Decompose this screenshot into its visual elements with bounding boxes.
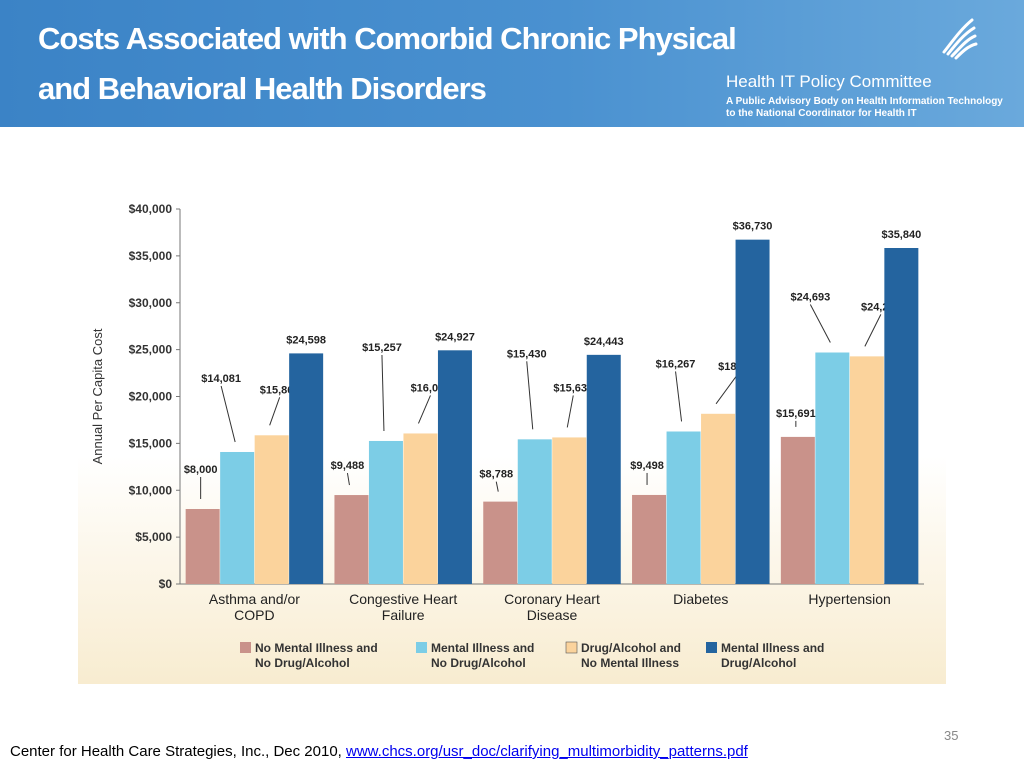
bar	[701, 413, 736, 584]
legend-label: No Mental Illness and	[255, 641, 378, 655]
x-tick-label: Disease	[527, 607, 578, 623]
legend-label: Drug/Alcohol	[721, 656, 796, 670]
data-label: $24,693	[790, 292, 830, 304]
bar	[437, 350, 472, 584]
bar	[334, 495, 369, 584]
bar	[368, 440, 403, 584]
org-name: Health IT Policy Committee	[726, 72, 932, 91]
legend-label: Mental Illness and	[721, 641, 824, 655]
legend-swatch	[565, 641, 578, 654]
data-label-leader	[566, 395, 574, 428]
data-label: $16,267	[656, 358, 696, 370]
data-label: $36,730	[733, 221, 773, 233]
x-tick-label: Congestive Heart	[349, 591, 457, 607]
org-tagline-1: A Public Advisory Body on Health Informa…	[726, 96, 1003, 107]
data-label-leader	[417, 395, 431, 424]
data-label: $15,257	[362, 342, 402, 354]
y-tick-label: $25,000	[129, 343, 173, 357]
bar	[483, 501, 518, 584]
slide-title: Costs Associated with Comorbid Chronic P…	[38, 21, 737, 106]
y-tick-label: $20,000	[129, 390, 173, 404]
data-label: $14,081	[201, 373, 241, 385]
bar	[517, 439, 552, 584]
legend-swatch	[706, 642, 717, 653]
data-label-leader	[346, 472, 350, 486]
x-tick-label: COPD	[234, 607, 274, 623]
data-label-leader	[269, 397, 281, 426]
chart-panel: $0 $5,000 $10,000 $15,000 $20,000 $25,000 $30,…	[78, 178, 946, 684]
citation-link[interactable]: www.chcs.org/usr_doc/clarifying_multimor…	[346, 743, 748, 760]
bar	[666, 431, 701, 584]
data-label-leader	[715, 373, 739, 405]
data-label: $15,430	[507, 348, 547, 360]
bar	[780, 436, 815, 584]
data-label: $9,488	[331, 460, 365, 472]
legend-label: Drug/Alcohol and	[581, 641, 681, 655]
data-label: $8,788	[479, 469, 513, 481]
org-tagline-2: to the National Coordinator for Health I…	[726, 108, 917, 119]
legend-label: No Mental Illness	[581, 656, 679, 670]
data-label: $15,634	[553, 382, 594, 394]
bar	[185, 509, 220, 584]
legend-swatch	[416, 642, 427, 653]
y-tick-label: $30,000	[129, 296, 173, 310]
data-label-leader	[864, 314, 882, 347]
bar	[884, 248, 919, 584]
data-label-leader	[809, 304, 831, 343]
data-label: $24,598	[286, 334, 326, 346]
x-tick-label: Coronary Heart	[504, 591, 600, 607]
data-label-leader	[220, 385, 236, 443]
bar	[552, 437, 587, 584]
y-tick-label: $35,000	[129, 249, 173, 263]
y-tick-label: $15,000	[129, 436, 173, 450]
data-label-leader	[381, 354, 385, 431]
bar	[735, 239, 770, 584]
bar	[849, 356, 884, 584]
bar	[220, 451, 255, 584]
legend-label: Mental Illness and	[431, 641, 534, 655]
legend-label: No Drug/Alcohol	[255, 656, 350, 670]
x-tick-label: Diabetes	[673, 591, 728, 607]
data-label: $24,443	[584, 336, 624, 348]
x-tick-label: Failure	[382, 607, 425, 623]
x-tick-label: Asthma and/or	[209, 591, 300, 607]
citation-text: Center for Health Care Strategies, Inc.,…	[10, 743, 346, 760]
bar	[254, 435, 289, 584]
bar	[815, 352, 850, 584]
y-tick-label: $5,000	[135, 530, 172, 544]
data-label-leader	[495, 481, 499, 492]
data-label: $9,498	[630, 460, 664, 472]
bar	[403, 433, 438, 584]
y-tick-label: $40,000	[129, 202, 173, 216]
page-number: 35	[944, 728, 959, 743]
slide-header: Costs Associated with Comorbid Chronic P…	[0, 0, 1024, 127]
data-label: $24,927	[435, 331, 475, 343]
bar	[289, 353, 324, 584]
y-axis-label: Annual Per Capita Cost	[90, 328, 105, 464]
data-label: $8,000	[184, 464, 218, 476]
data-label: $15,691	[776, 408, 816, 420]
legend-label: No Drug/Alcohol	[431, 656, 526, 670]
citation: Center for Health Care Strategies, Inc.,…	[10, 743, 748, 760]
data-label-leader	[526, 361, 534, 430]
y-tick-label: $10,000	[129, 483, 173, 497]
bar-chart: $0 $5,000 $10,000 $15,000 $20,000 $25,000 $30,…	[90, 202, 924, 670]
data-label-leader	[675, 371, 683, 422]
y-tick-label: $0	[159, 577, 173, 591]
legend-swatch	[240, 642, 251, 653]
bar	[632, 494, 667, 584]
data-label: $35,840	[881, 229, 921, 241]
bar	[586, 354, 621, 584]
hhs-eagle-icon	[942, 18, 978, 60]
x-tick-label: Hypertension	[808, 591, 891, 607]
